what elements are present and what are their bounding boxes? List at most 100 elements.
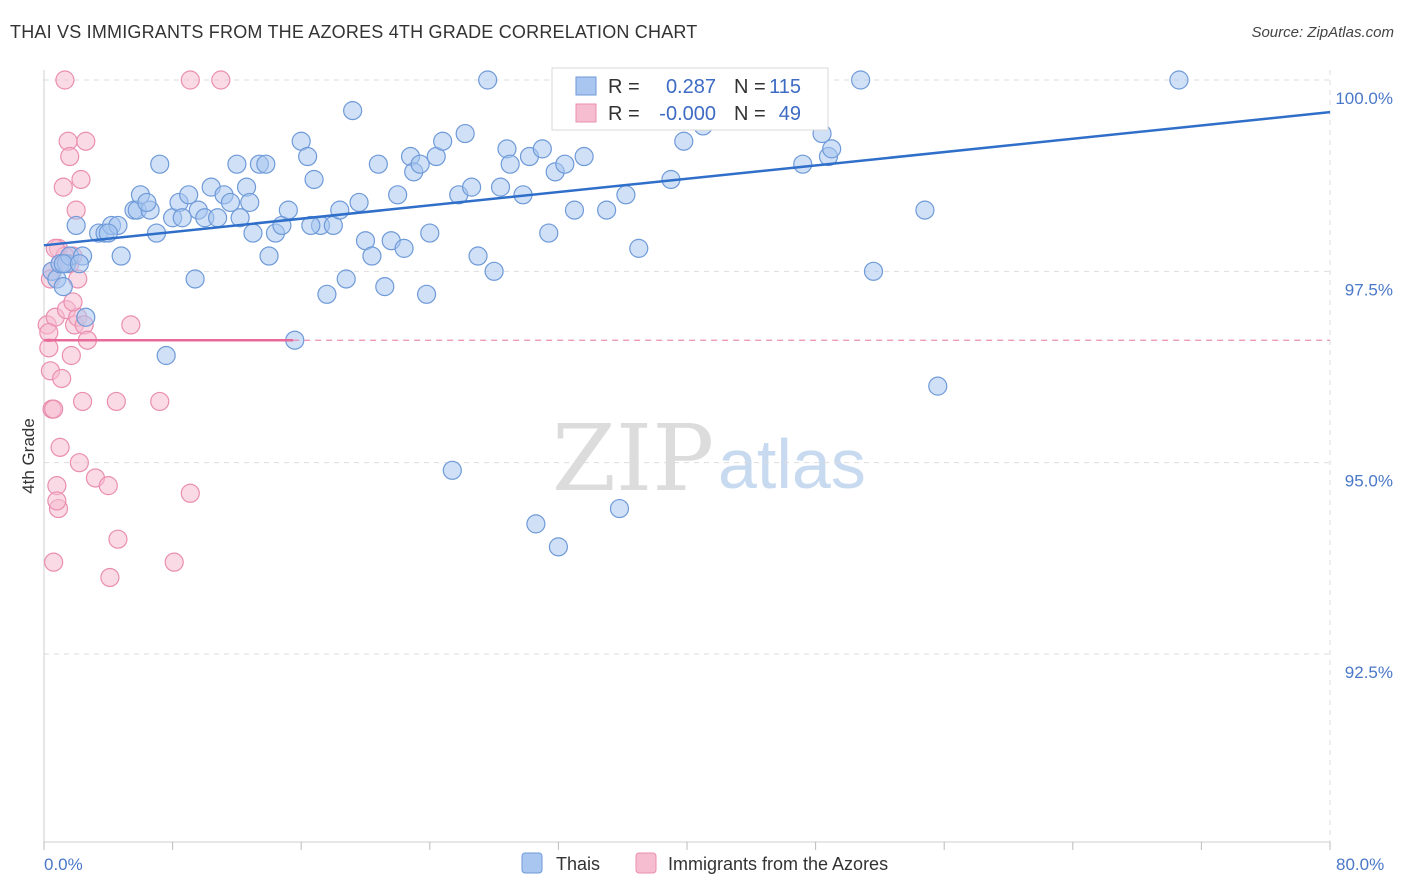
- azores-point: [69, 453, 89, 473]
- azores-point: [180, 70, 200, 90]
- watermark-atlas: atlas: [718, 425, 866, 503]
- azores-point: [106, 391, 126, 412]
- thais-point: [597, 200, 617, 220]
- thais-point: [574, 146, 594, 167]
- y-tick-label: 97.5%: [1345, 280, 1393, 299]
- azores-point: [71, 169, 91, 190]
- stats-swatch-azores: [575, 103, 597, 123]
- thais-point: [863, 261, 884, 281]
- azores-point: [108, 529, 128, 549]
- stats-r-value-azores: -0.000: [659, 103, 716, 125]
- thais-point: [317, 284, 337, 304]
- stats-r-label-thais: R =: [608, 76, 640, 98]
- azores-point: [211, 70, 231, 90]
- thais-point: [851, 70, 871, 90]
- thais-trend-line: [43, 110, 1331, 247]
- thais-point: [555, 154, 575, 174]
- thais-point: [461, 177, 482, 197]
- thais-point: [172, 208, 192, 228]
- stats-swatch-thais: [575, 76, 597, 96]
- thais-point: [455, 123, 475, 144]
- y-tick-label: 92.5%: [1345, 663, 1393, 682]
- stats-legend-box: [551, 67, 829, 131]
- thais-point: [256, 154, 276, 174]
- thais-point: [500, 154, 520, 174]
- thais-point: [433, 131, 453, 151]
- azores-point: [39, 322, 59, 343]
- azores-point: [63, 292, 83, 312]
- thais-point: [220, 192, 241, 213]
- azores-point: [61, 345, 81, 366]
- thais-point: [53, 277, 73, 297]
- thais-point: [343, 101, 363, 121]
- stats-n-value-azores: 49: [779, 103, 801, 125]
- thais-point: [243, 223, 263, 243]
- thais-point: [490, 177, 511, 197]
- chart-title: THAI VS IMMIGRANTS FROM THE AZORES 4TH G…: [10, 22, 698, 42]
- y-axis-label: 4th Grade: [19, 418, 38, 494]
- thais-point: [137, 192, 157, 213]
- thais-point: [564, 200, 585, 220]
- azores-points: [37, 70, 231, 588]
- azores-point: [44, 399, 64, 419]
- thais-point: [822, 139, 842, 159]
- azores-point: [60, 146, 80, 167]
- thais-point: [298, 146, 318, 167]
- thais-point: [375, 277, 395, 297]
- legend-swatch-azores[interactable]: [635, 852, 657, 874]
- thais-point: [674, 131, 694, 151]
- thais-point: [53, 254, 73, 274]
- thais-point: [442, 460, 462, 480]
- thais-point: [362, 246, 382, 266]
- thais-point: [526, 514, 546, 534]
- azores-point: [50, 437, 70, 457]
- thais-point: [278, 200, 298, 220]
- thais-point: [240, 192, 260, 213]
- trend-lines: [43, 110, 1331, 342]
- x-tick-marks: [43, 842, 1331, 850]
- thais-point: [416, 284, 437, 304]
- x-tick-label-min: 0.0%: [44, 855, 83, 874]
- stats-r-value-thais: 0.287: [666, 76, 716, 98]
- thais-point: [185, 269, 205, 289]
- thais-point: [301, 215, 321, 236]
- azores-point: [121, 315, 141, 335]
- stats-n-label-azores: N =: [734, 103, 766, 125]
- y-tick-labels: 92.5% 95.0% 97.5% 100.0%: [1335, 89, 1393, 682]
- legend-swatch-thais[interactable]: [521, 852, 543, 874]
- thais-point: [179, 185, 199, 205]
- stats-r-label-azores: R =: [608, 103, 640, 125]
- azores-point: [100, 567, 120, 588]
- legend-label-azores[interactable]: Immigrants from the Azores: [668, 854, 888, 874]
- watermark-zip: ZIP: [552, 405, 714, 512]
- azores-point: [98, 476, 118, 496]
- thais-point: [150, 154, 170, 174]
- thais-point: [532, 139, 552, 159]
- thais-point: [156, 345, 176, 366]
- azores-point: [47, 491, 67, 511]
- thais-point: [336, 269, 356, 289]
- thais-point: [548, 537, 569, 557]
- thais-point: [208, 208, 228, 228]
- thais-point: [76, 307, 96, 327]
- series-legend: Thais Immigrants from the Azores: [521, 852, 888, 874]
- thais-point: [69, 254, 89, 274]
- azores-point: [44, 552, 64, 572]
- thais-point: [368, 154, 388, 174]
- thais-point: [259, 246, 279, 266]
- stats-n-label-thais: N =: [734, 76, 766, 98]
- thais-point: [388, 185, 408, 205]
- thais-point: [793, 154, 813, 174]
- azores-point: [180, 483, 200, 503]
- thais-point: [394, 238, 414, 258]
- y-tick-label: 100.0%: [1335, 89, 1393, 108]
- azores-point: [53, 177, 73, 197]
- thais-point: [484, 261, 504, 281]
- azores-point: [72, 391, 93, 412]
- legend-label-thais[interactable]: Thais: [556, 854, 600, 874]
- gridlines: [44, 70, 1331, 842]
- azores-point: [164, 552, 184, 572]
- thais-point: [468, 246, 488, 266]
- thais-point: [349, 192, 369, 213]
- thais-point: [915, 200, 935, 220]
